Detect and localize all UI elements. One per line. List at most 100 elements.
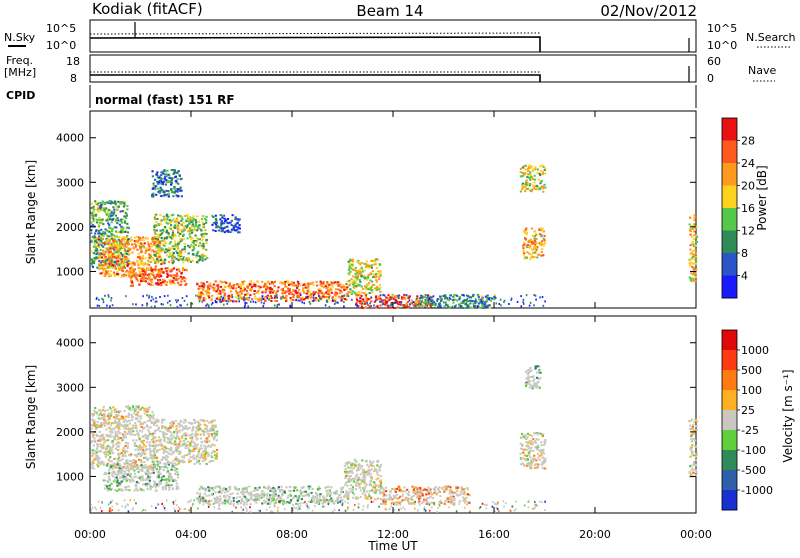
power-noise-cell [263,305,265,307]
power-cell [166,270,168,272]
power-cell [307,286,309,288]
velocity-cell [195,433,197,435]
power-noise-cell [383,303,385,305]
velocity-cell [199,457,201,459]
power-cell [175,222,177,224]
power-cell [150,243,152,245]
power-cell [349,264,351,266]
nsky-label: N.Sky [4,31,36,44]
power-cell [474,302,476,304]
velocity-cell [163,463,165,465]
velocity-cell [153,484,155,486]
power-cell [160,275,162,277]
power-cell [165,174,167,176]
velocity-cell [190,437,192,439]
velocity-cell [206,452,208,454]
velocity-cell [149,426,151,428]
velocity-cell [174,467,176,469]
velocity-cell [127,405,129,407]
power-cell [99,242,101,244]
power-cell [529,183,531,185]
velocity-cell [242,488,244,490]
power-cell [106,201,108,203]
power-cell [119,244,121,246]
velocity-cell [130,453,132,455]
velocity-cell [120,459,122,461]
velocity-cell [233,503,235,505]
power-noise-cell [526,294,528,296]
power-cell [156,171,158,173]
velocity-cell [147,488,149,490]
velocity-cell [171,422,173,424]
power-cell [168,193,170,195]
power-cell [170,224,172,226]
velocity-cell [121,474,123,476]
power-cell [542,191,544,193]
power-cell [374,287,376,289]
power-noise-cell [485,296,487,298]
velocity-cell [183,440,185,442]
power-cell [377,270,379,272]
power-cell [152,237,154,239]
power-cell [473,306,475,308]
power-cell [152,188,154,190]
power-cell [140,262,142,264]
power-cell [108,227,110,229]
power-cell [264,300,266,302]
velocity-cell [142,483,144,485]
velocity-cell [117,414,119,416]
velocity-cell [108,422,110,424]
velocity-cell [304,491,306,493]
power-noise-cell [343,301,345,303]
power-cell [162,272,164,274]
power-cell [183,222,185,224]
power-noise-cell [106,305,108,307]
velocity-cell [287,497,289,499]
power-cell [367,298,369,300]
power-cell [160,187,162,189]
power-noise-cell [499,303,501,305]
velocity-cell [98,409,100,411]
velocity-cell [130,463,132,465]
power-noise-cell [487,294,489,296]
power-cell [168,174,170,176]
power-cell [692,228,694,230]
power-cell [404,298,406,300]
power-noise-cell [415,305,417,307]
power-noise-cell [366,302,368,304]
power-cell [96,267,98,269]
velocity-cell [167,470,169,472]
velocity-cell [151,421,153,423]
power-cell [192,223,194,225]
velocity-cell [117,424,119,426]
velocity-cell [140,459,142,461]
power-cell [105,258,107,260]
power-cell [185,283,187,285]
power-cell [216,298,218,300]
power-cell [184,248,186,250]
power-cell [424,301,426,303]
velocity-cell [140,440,142,442]
power-cell [171,191,173,193]
power-cell [116,263,118,265]
power-noise-cell [219,299,221,301]
power-cell [123,218,125,220]
velocity-cell [179,441,181,443]
power-cell [258,300,260,302]
velocity-cell [128,486,130,488]
power-cell [123,202,125,204]
power-noise-cell [341,299,343,301]
power-cell [254,290,256,292]
power-cell [353,269,355,271]
power-cell [424,307,426,309]
power-cell [421,297,423,299]
velocity-cell [142,479,144,481]
velocity-cell [149,433,151,435]
power-cell [91,207,93,209]
power-cell [227,218,229,220]
velocity-cell [94,438,96,440]
power-cell [130,279,132,281]
power-noise-cell [155,297,157,299]
power-cell [349,267,351,269]
power-cell [205,239,207,241]
